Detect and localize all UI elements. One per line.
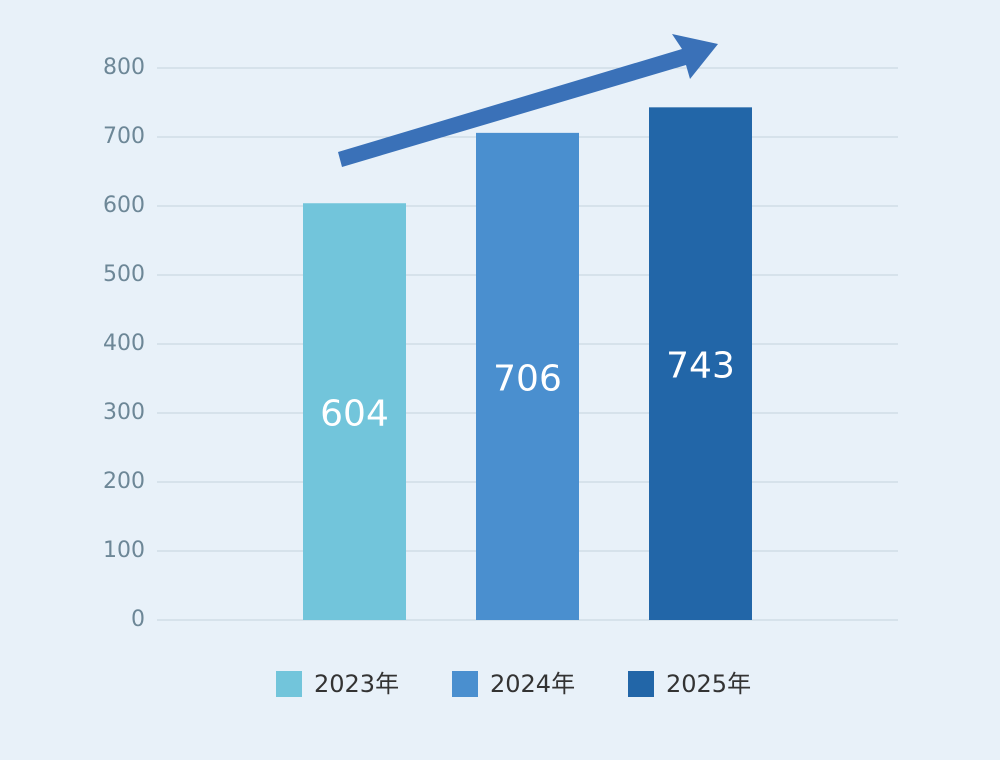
legend-label: 2024年 [490, 670, 575, 698]
legend-swatch [628, 671, 654, 697]
y-tick-label: 300 [103, 400, 145, 425]
legend-label: 2023年 [314, 670, 399, 698]
value-label: 706 [493, 358, 562, 399]
legend-swatch [276, 671, 302, 697]
value-label: 604 [320, 394, 389, 435]
trend-arrow [338, 34, 718, 167]
legend: 2023年 2024年 2025年 [276, 670, 751, 698]
y-tick-label: 0 [131, 607, 145, 632]
y-tick-label: 100 [103, 538, 145, 563]
legend-swatch [452, 671, 478, 697]
value-label: 743 [666, 346, 735, 387]
legend-label: 2025年 [666, 670, 751, 698]
bar [649, 107, 752, 620]
bar [303, 203, 406, 621]
bar [476, 132, 579, 621]
y-tick-label: 500 [103, 262, 145, 287]
bars: 604 706 743 [303, 107, 752, 621]
y-tick-label: 800 [103, 55, 145, 80]
y-tick-label: 600 [103, 193, 145, 218]
y-tick-label: 400 [103, 331, 145, 356]
y-tick-label: 200 [103, 469, 145, 494]
y-tick-label: 700 [103, 124, 145, 149]
